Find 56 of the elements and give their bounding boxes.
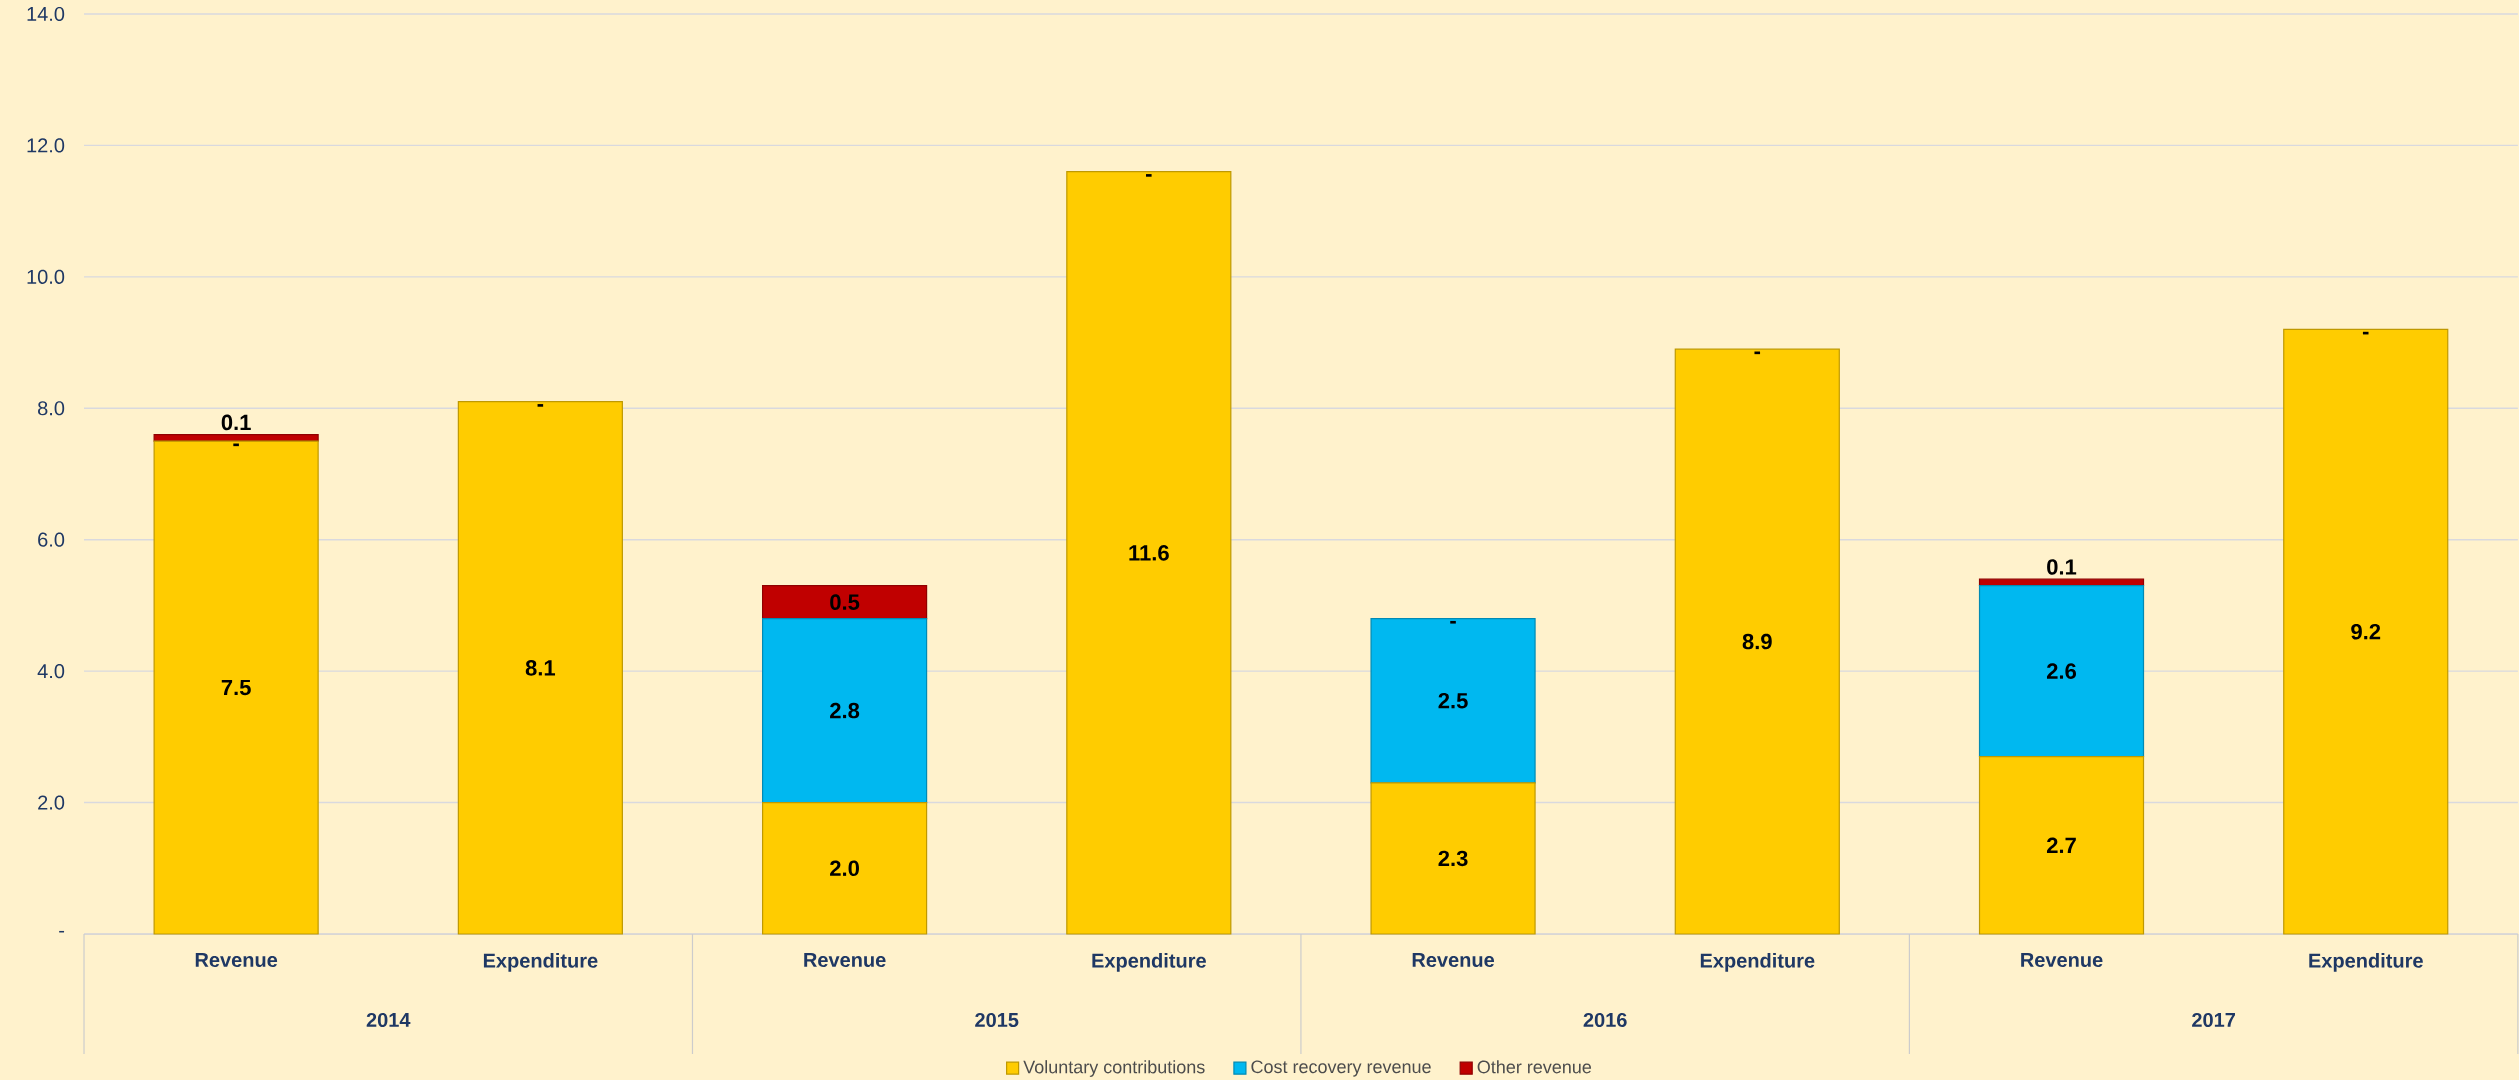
y-tick-label: 12.0	[27, 138, 65, 153]
bar	[1370, 617, 1536, 784]
bar	[1370, 782, 1536, 935]
data-label: 2.5	[1438, 692, 1468, 709]
x-tick-label: Revenue	[804, 953, 886, 967]
y-tick-label: 8.0	[38, 401, 65, 416]
data-label: 0.1	[221, 414, 251, 431]
bar	[761, 617, 928, 804]
x-tick-label: Revenue	[2021, 953, 2103, 967]
bar	[1978, 585, 2145, 758]
data-label: 2.3	[1438, 850, 1468, 867]
data-label: 8.1	[525, 660, 556, 676]
legend-label: Cost recovery revenue	[1251, 1060, 1431, 1077]
legend-label: Voluntary contributions	[1023, 1060, 1205, 1077]
x-tick-label: Expenditure	[1092, 953, 1206, 972]
data-label: -	[233, 443, 239, 447]
text: 2015	[975, 1012, 1019, 1028]
bar	[457, 401, 623, 935]
data-label: 2.8	[830, 702, 860, 719]
data-label: -	[1450, 620, 1456, 624]
data-label: 2.0	[830, 860, 859, 877]
data-label: -	[1754, 351, 1761, 355]
legend-label: Other revenue	[1477, 1060, 1592, 1074]
bar	[1066, 171, 1232, 935]
data-label: -	[1146, 174, 1152, 177]
data-label: 0.1	[2047, 559, 2077, 575]
data-label: 2.7	[2046, 837, 2076, 853]
bar	[1978, 755, 2145, 935]
data-label: -	[2362, 331, 2369, 335]
bar	[761, 585, 928, 620]
y-tick-label: 14.0	[27, 6, 65, 22]
x-tick-label: Revenue	[195, 953, 278, 967]
y-tick-label: 2.0	[38, 795, 65, 810]
y-tick-label: 10.0	[27, 269, 65, 284]
x-tick-label: Expenditure	[2309, 953, 2423, 972]
data-label: 0.5	[830, 594, 860, 610]
text: 2014	[366, 1012, 411, 1028]
data-label: 9.2	[2351, 623, 2381, 640]
bar	[1674, 348, 1840, 935]
data-label: 8.9	[1742, 633, 1772, 650]
data-label: -	[537, 404, 544, 407]
text: 2016	[1583, 1012, 1627, 1028]
x-tick-label: Expenditure	[1700, 953, 1815, 972]
bar	[761, 801, 928, 935]
text: 2017	[2192, 1012, 2235, 1028]
y-tick-label: 6.0	[38, 532, 65, 547]
data-label: 2.6	[2046, 663, 2077, 679]
bar	[153, 440, 319, 935]
bar	[1978, 578, 2145, 587]
y-tick-label: 4.0	[37, 664, 65, 679]
bar	[2283, 328, 2449, 935]
data-label: 11.6	[1129, 545, 1169, 561]
x-tick-label: Expenditure	[483, 953, 598, 972]
x-tick-label: Revenue	[1412, 953, 1495, 967]
y-tick-label: -	[59, 930, 65, 933]
data-label: 7.5	[221, 679, 251, 696]
